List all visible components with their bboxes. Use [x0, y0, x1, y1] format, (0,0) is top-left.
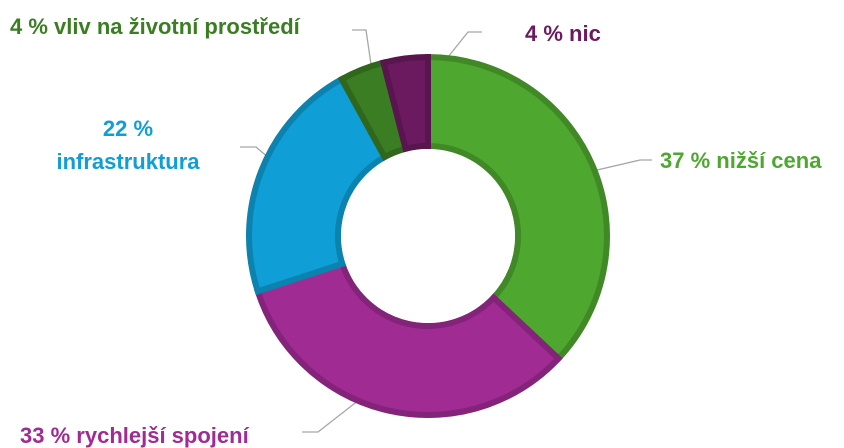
donut-slice	[425, 53, 610, 363]
category-label: nic	[569, 21, 601, 46]
value-label: 4 %	[525, 21, 563, 46]
data-label: 33 % rychlejší spojení	[20, 423, 250, 448]
donut-slice	[253, 260, 563, 418]
donut-slice	[246, 75, 389, 296]
value-label: 37 %	[660, 148, 710, 173]
category-label: infrastruktura	[56, 149, 200, 174]
value-label: 4 %	[10, 14, 48, 39]
data-label: 4 % nic	[525, 21, 601, 46]
category-label: nižší cena	[716, 148, 822, 173]
data-label: 4 % vliv na životní prostředí	[10, 14, 301, 39]
category-label: rychlejší spojení	[76, 423, 249, 448]
value-label: 33 %	[20, 423, 70, 448]
donut-slice	[379, 53, 431, 153]
data-label: 22 % infrastruktura	[56, 116, 200, 174]
category-label: vliv na životní prostředí	[54, 14, 301, 39]
data-label: 37 % nižší cena	[660, 148, 822, 173]
donut-hole	[341, 149, 515, 323]
value-label: 22 %	[103, 116, 153, 141]
